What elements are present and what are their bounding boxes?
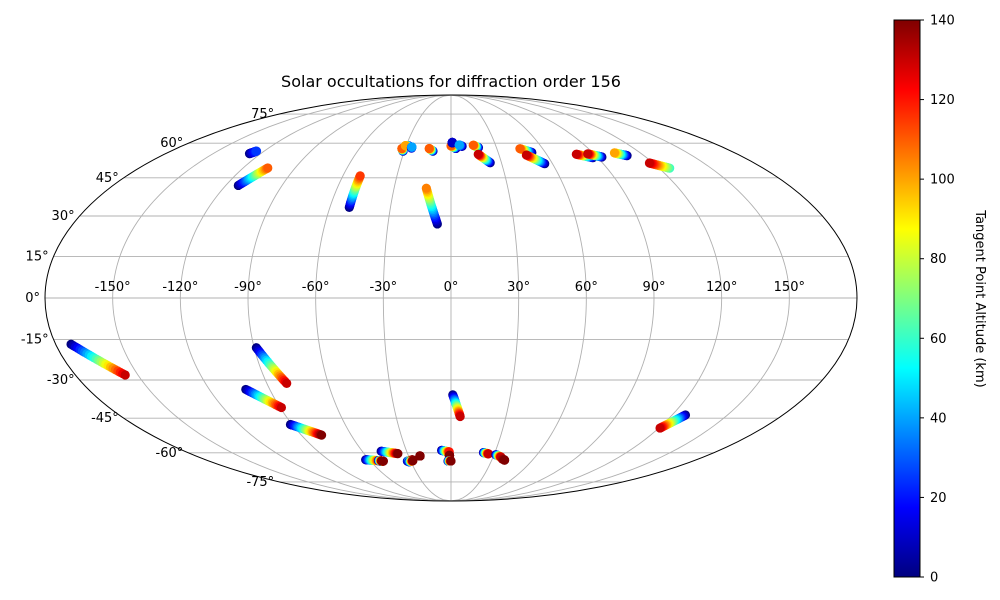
lat-tick-label: -15° bbox=[21, 333, 49, 348]
lat-tick-label: -30° bbox=[47, 373, 75, 388]
lon-tick-label: 30° bbox=[507, 280, 530, 295]
colorbar-tick-label: 140 bbox=[930, 14, 955, 29]
colorbar-tick-label: 0 bbox=[930, 571, 938, 586]
colorbar-tick-label: 20 bbox=[930, 491, 947, 506]
lat-tick-label: 45° bbox=[96, 171, 119, 186]
data-point bbox=[393, 449, 403, 459]
data-point bbox=[454, 140, 464, 150]
data-point bbox=[276, 402, 287, 413]
data-point bbox=[583, 149, 593, 159]
data-point bbox=[655, 423, 665, 433]
lat-tick-label: 0° bbox=[25, 291, 40, 306]
colorbar-tick-label: 60 bbox=[930, 332, 947, 347]
lon-tick-label: -60° bbox=[302, 280, 330, 295]
lat-tick-label: 60° bbox=[160, 136, 183, 151]
data-point bbox=[446, 456, 456, 466]
lat-tick-label: 30° bbox=[52, 209, 75, 224]
lat-tick-label: -75° bbox=[246, 475, 274, 490]
map-area: -150° -120° -90° -60° -30° 0° 30° 60° 90° 120° 150… bbox=[21, 94, 858, 502]
data-point bbox=[515, 144, 525, 154]
colorbar-label: Tangent Point Altitude (km) bbox=[972, 209, 987, 387]
data-point bbox=[500, 455, 510, 465]
data-point bbox=[377, 456, 387, 466]
data-point bbox=[644, 158, 655, 168]
data-point bbox=[263, 163, 273, 173]
data-point bbox=[120, 370, 130, 380]
lon-tick-label: 150° bbox=[774, 280, 805, 295]
colorbar: 0 20 40 60 80 100 120 140 Tangent Point Altitud… bbox=[893, 14, 987, 586]
data-point bbox=[421, 183, 431, 193]
data-point bbox=[483, 449, 494, 459]
lon-tick-label: -150° bbox=[95, 280, 131, 295]
lat-tick-label: 15° bbox=[26, 249, 49, 264]
data-point bbox=[408, 456, 418, 466]
data-point bbox=[473, 149, 483, 159]
data-point bbox=[415, 451, 425, 461]
lat-tick-label: -60° bbox=[156, 446, 184, 461]
data-point bbox=[407, 142, 417, 152]
data-point bbox=[521, 150, 531, 160]
lon-tick-label: -120° bbox=[162, 280, 198, 295]
data-point bbox=[571, 149, 581, 159]
data-point bbox=[251, 146, 262, 156]
data-point bbox=[355, 171, 365, 181]
chart-title: Solar occultations for diffraction order… bbox=[281, 72, 621, 91]
colorbar-tick-label: 40 bbox=[930, 411, 947, 426]
lon-tick-label: 90° bbox=[642, 280, 665, 295]
colorbar-tick-label: 100 bbox=[930, 173, 955, 188]
lat-tick-label: -45° bbox=[91, 411, 119, 426]
lon-tick-label: 60° bbox=[575, 280, 598, 295]
colorbar-tick-label: 80 bbox=[930, 252, 947, 267]
lon-tick-label: 120° bbox=[706, 280, 737, 295]
lon-tick-label: 0° bbox=[444, 280, 459, 295]
colorbar-gradient bbox=[893, 19, 921, 578]
map-outline bbox=[44, 94, 858, 502]
data-point bbox=[316, 430, 327, 440]
data-point bbox=[455, 411, 465, 422]
lat-tick-label: 75° bbox=[251, 107, 274, 122]
lon-tick-label: -30° bbox=[369, 280, 397, 295]
data-point bbox=[468, 140, 478, 150]
data-point bbox=[424, 143, 434, 154]
colorbar-tick-label: 120 bbox=[930, 93, 955, 108]
lon-tick-label: -90° bbox=[234, 280, 262, 295]
data-point bbox=[609, 148, 620, 158]
data-point bbox=[282, 378, 292, 389]
